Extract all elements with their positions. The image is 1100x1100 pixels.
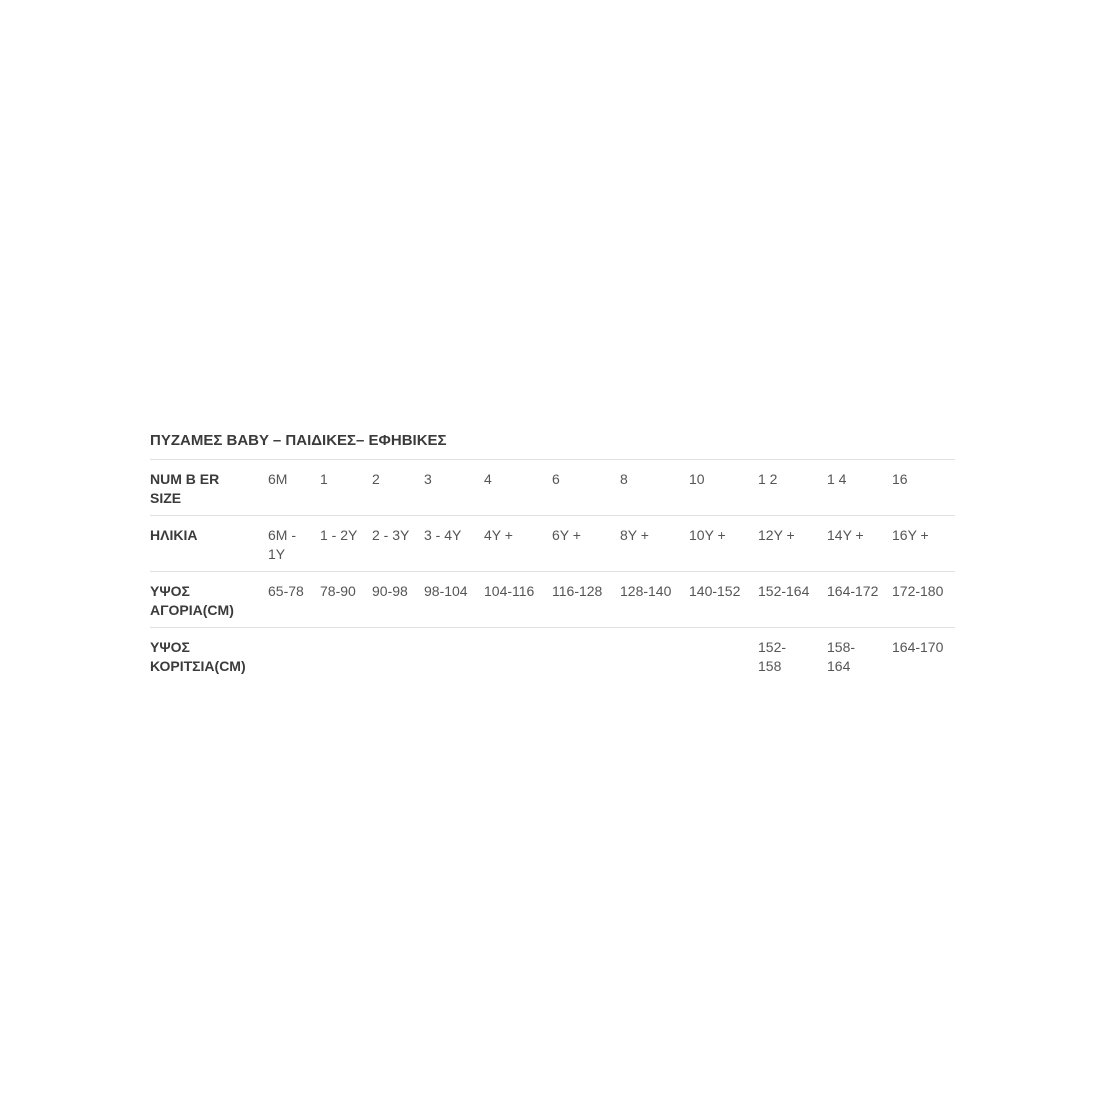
table-cell: 104-116: [484, 583, 535, 599]
table-cell: 6: [552, 471, 560, 487]
size-chart-section: ΠΥΖΑΜΕΣ BABY – ΠΑΙΔΙΚΕΣ– ΕΦΗΒΙΚΕΣ NUM B …: [150, 431, 955, 683]
table-cell: 90-98: [372, 583, 408, 599]
table-cell: [484, 628, 552, 684]
table-cell: 78-90: [320, 583, 356, 599]
table-row-height-boys: ΥΨΟΣ ΑΓΟΡΙΑ(CM) 65-78 78-90 90-98 98-104…: [150, 571, 955, 628]
table-cell: 152- 158: [758, 639, 787, 674]
table-cell: 8Y +: [620, 527, 649, 543]
row-header: ΥΨΟΣ ΚΟΡΙΤΣΙΑ(CM): [150, 639, 246, 674]
table-cell: 1: [320, 471, 328, 487]
table-cell: 65-78: [268, 583, 304, 599]
table-cell: 164-172: [827, 583, 879, 599]
table-cell: 116-128: [552, 583, 603, 599]
table-row-age: ΗΛΙΚΙΑ 6M - 1Y 1 - 2Y 2 - 3Y 3 - 4Y 4Y +…: [150, 515, 955, 572]
table-cell: [268, 628, 320, 684]
table-cell: [424, 628, 484, 684]
table-cell: 3 - 4Y: [424, 527, 462, 543]
table-cell: 98-104: [424, 583, 468, 599]
table-cell: 164-170: [892, 639, 944, 655]
table-cell: 3: [424, 471, 432, 487]
table-cell: 128-140: [620, 583, 672, 599]
table-cell: 16Y +: [892, 527, 929, 543]
table-cell: [689, 628, 758, 684]
table-row-height-girls: ΥΨΟΣ ΚΟΡΙΤΣΙΑ(CM) 152- 158 158- 164 164-…: [150, 627, 955, 684]
row-header: ΥΨΟΣ ΑΓΟΡΙΑ(CM): [150, 583, 234, 618]
table-cell: 2 - 3Y: [372, 527, 410, 543]
table-cell: 172-180: [892, 583, 944, 599]
size-chart-title: ΠΥΖΑΜΕΣ BABY – ΠΑΙΔΙΚΕΣ– ΕΦΗΒΙΚΕΣ: [150, 432, 447, 449]
table-cell: 4: [484, 471, 492, 487]
row-header: NUM B ER SIZE: [150, 471, 220, 506]
table-cell: 158- 164: [827, 639, 856, 674]
table-cell: [552, 628, 620, 684]
table-cell: 8: [620, 471, 628, 487]
table-cell: 16: [892, 471, 908, 487]
table-cell: 14Y +: [827, 527, 864, 543]
table-cell: 6Y +: [552, 527, 581, 543]
table-cell: 12Y +: [758, 527, 795, 543]
table-cell: 6M - 1Y: [268, 527, 296, 562]
table-cell: 1 4: [827, 471, 847, 487]
table-cell: [372, 628, 424, 684]
table-cell: 1 2: [758, 471, 778, 487]
table-cell: 6M: [268, 471, 288, 487]
table-cell: 140-152: [689, 583, 741, 599]
table-cell: 152-164: [758, 583, 810, 599]
table-cell: 10Y +: [689, 527, 726, 543]
table-cell: [620, 628, 689, 684]
table-cell: 1 - 2Y: [320, 527, 358, 543]
table-cell: 4Y +: [484, 527, 513, 543]
table-row-number-size: NUM B ER SIZE 6M 1 2 3 4 6 8 10 1 2 1 4 …: [150, 459, 955, 516]
table-cell: 10: [689, 471, 705, 487]
table-cell: 2: [372, 471, 380, 487]
size-chart-table: NUM B ER SIZE 6M 1 2 3 4 6 8 10 1 2 1 4 …: [150, 459, 955, 683]
table-cell: [320, 628, 372, 684]
row-header: ΗΛΙΚΙΑ: [150, 527, 198, 543]
